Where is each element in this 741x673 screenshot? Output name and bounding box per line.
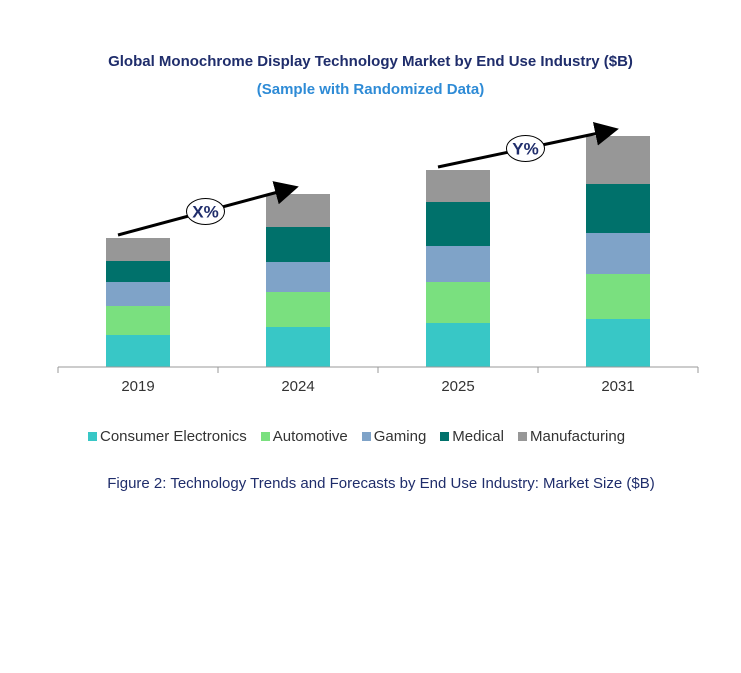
bar-segment-medical-2031 [586,184,650,233]
legend-swatch [440,432,450,441]
bar-segment-gaming-2024 [266,262,330,292]
chart-title: Global Monochrome Display Technology Mar… [108,53,633,70]
bar-segment-automotive-2025 [426,282,490,323]
legend-item: Automotive [260,428,348,445]
legend: Consumer Electronics Automotive Gaming Medi… [88,428,625,445]
figure-caption: Figure 2: Technology Trends and Forecast… [107,475,655,492]
bar-segment-gaming-2031 [586,233,650,274]
legend-swatch [361,432,371,441]
bar-segment-gaming-2025 [426,246,490,282]
growth-label: X% [192,203,218,222]
legend-swatch [517,432,527,441]
x-tick-label: 2031 [601,378,634,395]
bar-segment-consumer-electronics-2025 [426,323,490,367]
bar-segment-manufacturing-2025 [426,170,490,202]
growth-label: Y% [512,140,538,159]
legend-label: Consumer Electronics [100,428,247,445]
growth-label-bubble [506,135,545,162]
bar-segment-automotive-2031 [586,274,650,319]
bar-segment-automotive-2024 [266,292,330,327]
growth-label-bubble [186,198,225,225]
bar-segment-medical-2024 [266,227,330,262]
legend-label: Manufacturing [529,428,626,445]
legend-label: Medical [452,428,504,445]
legend-swatch [260,432,270,441]
legend-item: Manufacturing [517,428,626,445]
bar-segment-consumer-electronics-2019 [106,335,170,367]
legend-item: Gaming [361,428,427,445]
legend-label: Automotive [272,428,348,445]
bar-segment-manufacturing-2019 [106,238,170,261]
x-tick-label: 2019 [121,378,154,395]
bar-segment-gaming-2019 [106,282,170,306]
x-tick-label: 2024 [281,378,314,395]
legend-label: Gaming [373,428,427,445]
bar-segment-medical-2019 [106,261,170,282]
bar-segment-consumer-electronics-2031 [586,319,650,367]
bar-segment-medical-2025 [426,202,490,246]
legend-item: Consumer Electronics [88,428,247,445]
x-tick-label: 2025 [441,378,474,395]
legend-swatch [88,432,97,441]
bar-segment-manufacturing-2024 [266,194,330,227]
legend-item: Medical [440,428,504,445]
bar-segment-automotive-2019 [106,306,170,335]
bar-segment-manufacturing-2031 [586,136,650,184]
chart-subtitle: (Sample with Randomized Data) [256,81,485,98]
bar-segment-consumer-electronics-2024 [266,327,330,367]
